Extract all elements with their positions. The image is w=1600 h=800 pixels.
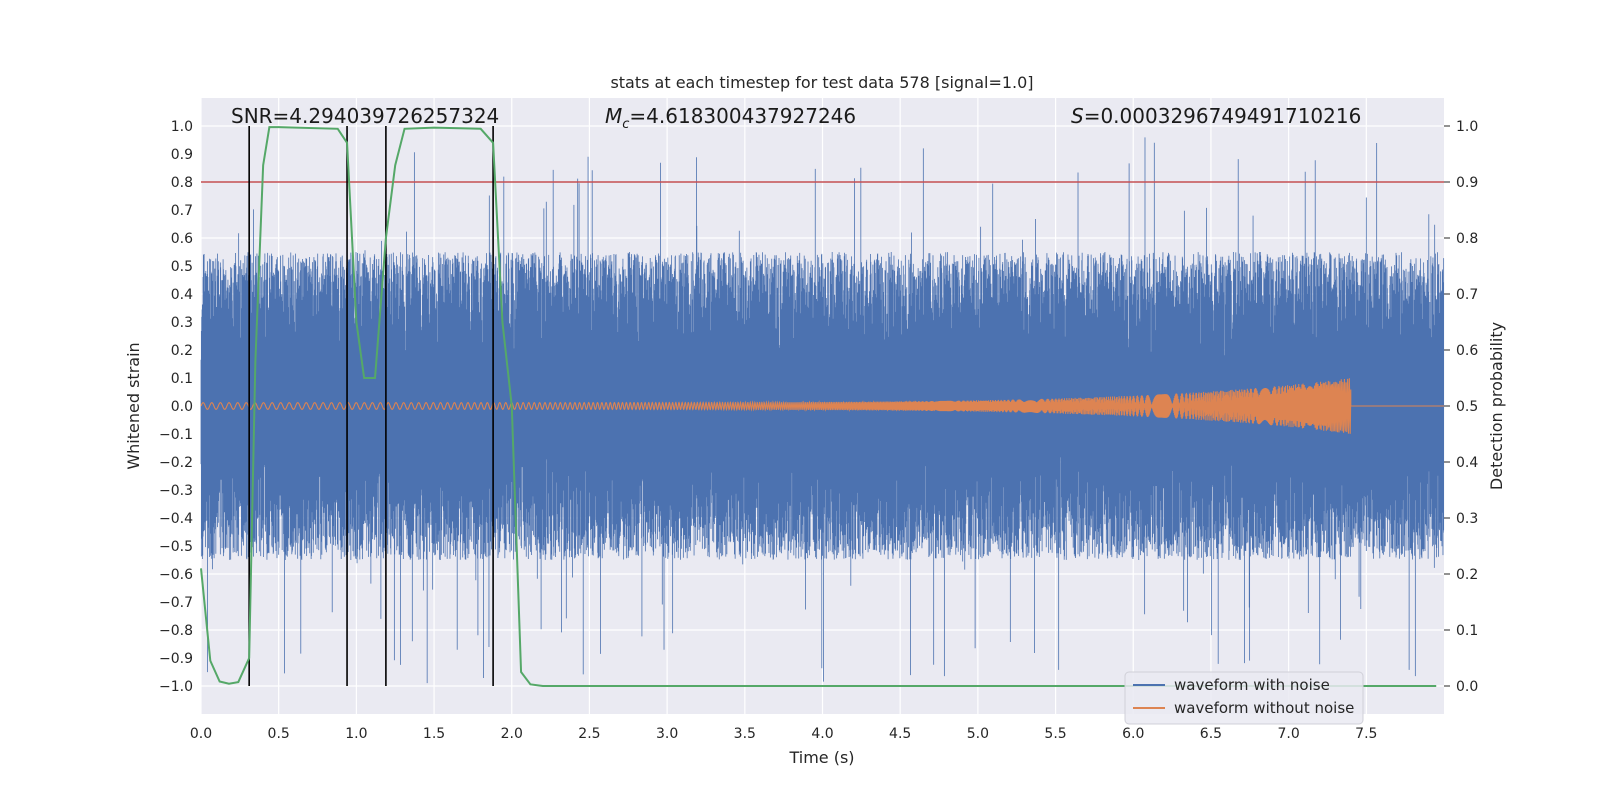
x-axis-ticks: 0.0 0.5 1.0 1.5 2.0 2.5 3.0 3.5 4.0 4.5 5.0 5.5 6.0 6… xyxy=(190,726,1378,742)
y-axis-left-ticks: 1.0 0.9 0.8 0.7 0.6 0.5 0.4 0.3 0.2 0.1 0.0 −0.1 −0.… xyxy=(159,119,193,695)
x-tick-label: 3.5 xyxy=(734,726,756,742)
y-right-tick-label: 1.0 xyxy=(1456,119,1478,135)
chart-title: stats at each timestep for test data 578… xyxy=(610,73,1033,92)
y-right-tick-label: 0.0 xyxy=(1456,679,1478,695)
y-tick-label: −0.1 xyxy=(159,427,193,443)
legend-box xyxy=(1124,671,1364,725)
x-tick-label: 1.0 xyxy=(345,726,367,742)
y-tick-label: −1.0 xyxy=(159,679,193,695)
x-tick-label: 2.5 xyxy=(578,726,600,742)
chirp-mass-annotation: Mc=4.618300437927246 xyxy=(605,104,856,132)
y-axis-right-ticks: 1.0 0.9 0.8 0.7 0.6 0.5 0.4 0.3 0.2 0.1 0.0 xyxy=(1444,119,1478,695)
y-tick-label: 0.0 xyxy=(171,399,193,415)
y-axis-right-title: Detection probability xyxy=(1487,322,1506,490)
y-tick-label: −0.9 xyxy=(159,651,193,667)
y-right-tick-label: 0.1 xyxy=(1456,623,1478,639)
x-tick-label: 6.0 xyxy=(1122,726,1144,742)
y-tick-label: −0.7 xyxy=(159,595,193,611)
legend-label-noise: waveform with noise xyxy=(1174,676,1330,694)
y-tick-label: 0.4 xyxy=(171,287,193,303)
legend: waveform with noise waveform without noi… xyxy=(1124,671,1364,725)
x-tick-label: 1.5 xyxy=(423,726,445,742)
y-right-tick-label: 0.6 xyxy=(1456,343,1478,359)
x-tick-label: 7.5 xyxy=(1355,726,1377,742)
y-tick-label: −0.2 xyxy=(159,455,193,471)
x-tick-label: 0.5 xyxy=(268,726,290,742)
y-right-tick-label: 0.4 xyxy=(1456,455,1478,471)
y-right-tick-label: 0.2 xyxy=(1456,567,1478,583)
clean-waveform-path xyxy=(200,378,1444,434)
legend-label-clean: waveform without noise xyxy=(1174,699,1354,717)
y-right-tick-label: 0.5 xyxy=(1456,399,1478,415)
y-right-tick-label: 0.3 xyxy=(1456,511,1478,527)
y-right-tick-label: 0.7 xyxy=(1456,287,1478,303)
y-tick-label: −0.6 xyxy=(159,567,193,583)
y-tick-label: −0.5 xyxy=(159,539,193,555)
y-tick-label: −0.4 xyxy=(159,511,193,527)
y-tick-label: 0.3 xyxy=(171,315,193,331)
y-right-tick-label: 0.9 xyxy=(1456,175,1478,191)
x-tick-label: 3.0 xyxy=(656,726,678,742)
x-tick-label: 7.0 xyxy=(1277,726,1299,742)
x-tick-label: 0.0 xyxy=(190,726,212,742)
series-waveform-without-noise xyxy=(200,378,1444,434)
x-axis-title: Time (s) xyxy=(788,748,854,767)
y-tick-label: −0.3 xyxy=(159,483,193,499)
y-tick-label: 0.9 xyxy=(171,147,193,163)
x-tick-label: 4.5 xyxy=(889,726,911,742)
y-tick-label: 0.2 xyxy=(171,343,193,359)
y-tick-label: −0.8 xyxy=(159,623,193,639)
x-tick-label: 4.0 xyxy=(811,726,833,742)
y-tick-label: 0.5 xyxy=(171,259,193,275)
y-tick-label: 0.7 xyxy=(171,203,193,219)
x-tick-label: 5.5 xyxy=(1044,726,1066,742)
s-statistic-annotation: S=0.0003296749491710216 xyxy=(1071,104,1361,128)
series-detection-probability xyxy=(200,126,1437,687)
x-tick-label: 5.0 xyxy=(967,726,989,742)
y-tick-label: 0.8 xyxy=(171,175,193,191)
x-tick-label: 2.0 xyxy=(501,726,523,742)
y-tick-label: 0.1 xyxy=(171,371,193,387)
x-tick-label: 6.5 xyxy=(1200,726,1222,742)
y-tick-label: 1.0 xyxy=(171,119,193,135)
vertical-markers xyxy=(248,126,494,686)
y-tick-label: 0.6 xyxy=(171,231,193,247)
snr-annotation: SNR=4.294039726257324 xyxy=(231,104,499,128)
y-right-tick-label: 0.8 xyxy=(1456,231,1478,247)
y-axis-left-title: Whitened strain xyxy=(124,342,143,469)
